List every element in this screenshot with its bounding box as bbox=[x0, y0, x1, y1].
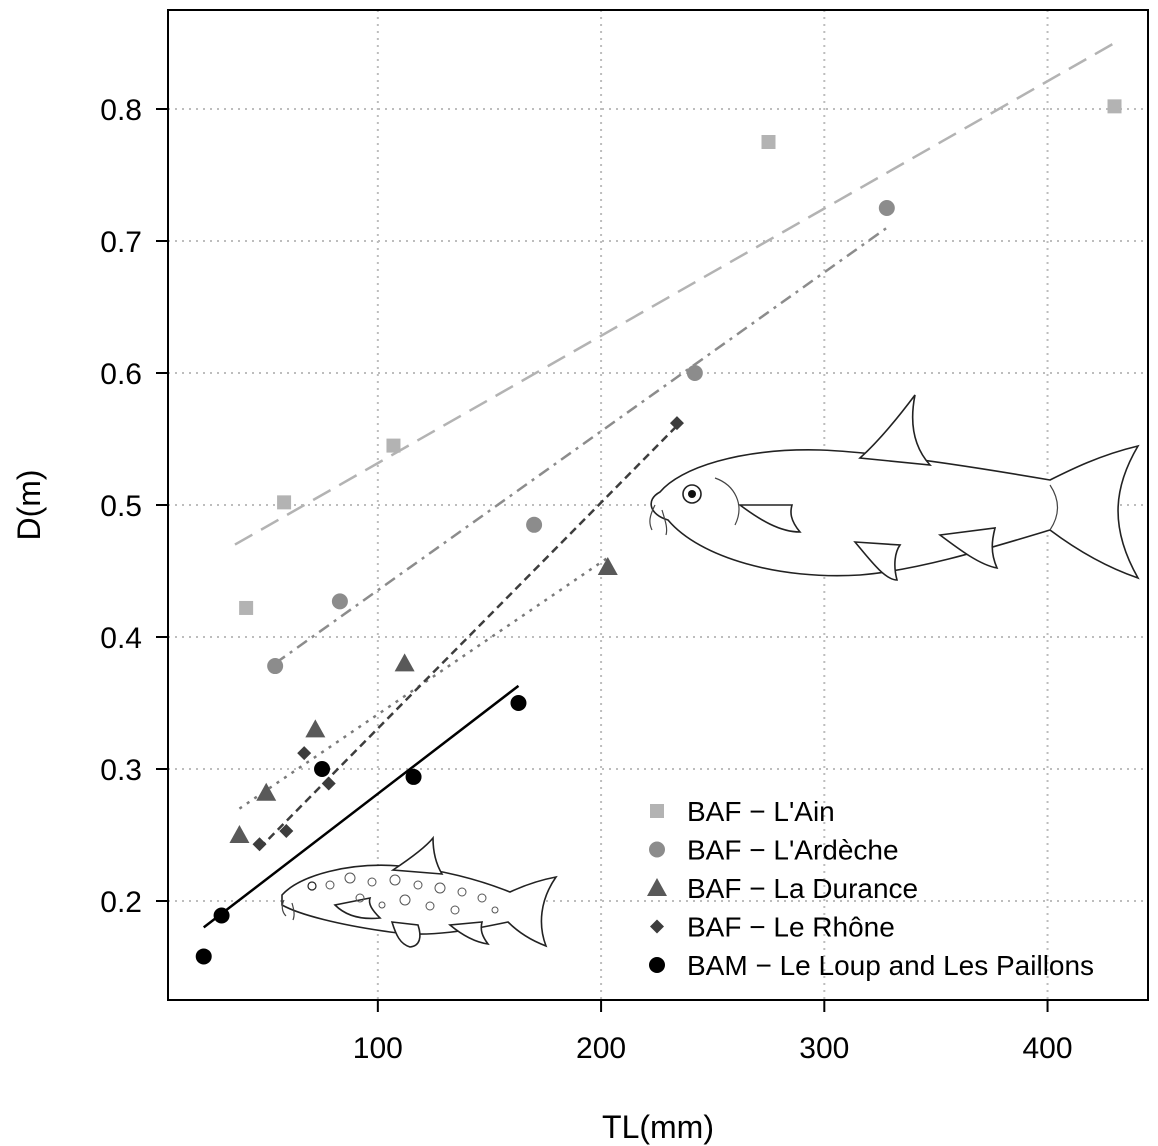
data-point-series-3 bbox=[256, 782, 277, 801]
y-tick-label: 0.5 bbox=[100, 490, 142, 523]
regression-line-series-2 bbox=[274, 226, 888, 665]
data-point-series-2 bbox=[331, 593, 348, 610]
legend-label-series-5: BAM − Le Loup and Les Paillons bbox=[687, 950, 1094, 981]
data-point-series-2 bbox=[267, 658, 284, 675]
data-point-series-1 bbox=[761, 135, 776, 149]
data-point-series-4 bbox=[669, 416, 684, 431]
data-point-series-5 bbox=[510, 695, 527, 711]
legend-label-series-3: BAF − La Durance bbox=[687, 873, 918, 904]
legend-marker-series-2 bbox=[649, 841, 665, 858]
data-point-series-5 bbox=[405, 768, 422, 785]
data-point-series-4 bbox=[252, 837, 267, 852]
y-axis-title: D(m) bbox=[11, 469, 47, 540]
x-tick-label: 100 bbox=[353, 1032, 403, 1065]
data-point-series-3 bbox=[305, 719, 326, 738]
data-point-series-4 bbox=[297, 746, 312, 761]
data-point-series-1 bbox=[386, 438, 401, 453]
data-point-series-4 bbox=[279, 824, 294, 839]
y-tick-label: 0.3 bbox=[100, 754, 142, 787]
x-tick-label: 200 bbox=[576, 1032, 626, 1065]
data-point-series-3 bbox=[229, 825, 250, 843]
data-point-series-2 bbox=[878, 200, 895, 216]
data-point-series-2 bbox=[526, 516, 543, 533]
y-tick-label: 0.6 bbox=[100, 358, 142, 391]
data-points bbox=[195, 99, 1122, 965]
y-tick-label: 0.2 bbox=[100, 886, 142, 919]
y-tick-label: 0.7 bbox=[100, 226, 142, 259]
barbel-fish-illustration bbox=[649, 394, 1140, 581]
legend: BAF − L'Ain BAF − L'Ardèche BAF − La Duran… bbox=[647, 796, 1094, 981]
spotted-barbel-fish-illustration bbox=[281, 835, 558, 948]
x-tick-label: 300 bbox=[799, 1032, 849, 1065]
data-point-series-5 bbox=[195, 948, 212, 965]
data-point-series-1 bbox=[277, 495, 292, 510]
data-point-series-4 bbox=[321, 776, 336, 791]
legend-marker-series-3 bbox=[647, 878, 667, 896]
legend-marker-series-4 bbox=[650, 919, 664, 934]
data-point-series-5 bbox=[213, 907, 230, 924]
data-point-series-3 bbox=[394, 653, 415, 672]
x-axis-title: TL(mm) bbox=[602, 1109, 714, 1145]
legend-marker-series-1 bbox=[650, 804, 664, 818]
regression-line-series-3 bbox=[238, 556, 609, 810]
data-point-series-2 bbox=[686, 365, 703, 381]
legend-label-series-2: BAF − L'Ardèche bbox=[687, 835, 899, 866]
data-point-series-5 bbox=[314, 761, 331, 777]
data-point-series-3 bbox=[597, 557, 618, 576]
x-axis: 100 200 300 400 bbox=[353, 1000, 1073, 1065]
data-point-series-1 bbox=[1107, 99, 1122, 114]
legend-label-series-4: BAF − Le Rhône bbox=[687, 912, 895, 943]
y-axis: 0.2 0.3 0.4 0.5 0.6 0.7 0.8 bbox=[100, 94, 168, 919]
regression-line-series-5 bbox=[202, 684, 520, 929]
y-tick-label: 0.8 bbox=[100, 94, 142, 127]
legend-label-series-1: BAF − L'Ain bbox=[687, 796, 835, 827]
regression-line-series-1 bbox=[234, 41, 1116, 546]
y-tick-label: 0.4 bbox=[100, 622, 142, 655]
data-point-series-1 bbox=[239, 600, 254, 615]
x-tick-label: 400 bbox=[1023, 1032, 1073, 1065]
legend-marker-series-5 bbox=[649, 957, 665, 973]
